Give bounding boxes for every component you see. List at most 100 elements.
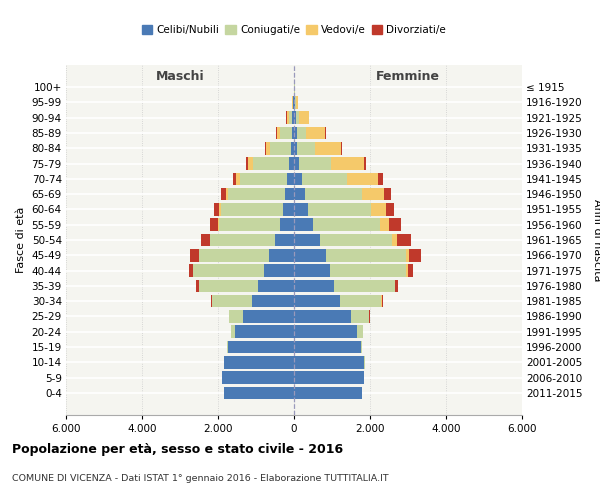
Bar xyxy=(263,264,294,277)
Bar xyxy=(232,326,235,338)
Bar xyxy=(382,295,383,308)
Bar xyxy=(214,203,220,215)
Bar xyxy=(239,172,287,185)
Bar xyxy=(294,172,302,185)
Bar xyxy=(294,264,330,277)
Bar xyxy=(280,127,292,140)
Bar xyxy=(294,340,361,353)
Bar xyxy=(219,218,280,231)
Bar xyxy=(294,372,364,384)
Text: COMUNE DI VICENZA - Dati ISTAT 1° gennaio 2016 - Elaborazione TUTTITALIA.IT: COMUNE DI VICENZA - Dati ISTAT 1° gennai… xyxy=(12,474,389,483)
Bar xyxy=(189,264,193,277)
Bar xyxy=(302,172,347,185)
Bar xyxy=(314,142,341,154)
Bar xyxy=(199,280,258,292)
Bar xyxy=(294,127,296,140)
Bar xyxy=(326,249,406,262)
Bar xyxy=(294,112,296,124)
Bar xyxy=(397,234,411,246)
Bar xyxy=(392,234,397,246)
Bar xyxy=(294,326,356,338)
Bar xyxy=(280,218,294,231)
Bar xyxy=(242,310,294,322)
Bar xyxy=(196,280,199,292)
Bar xyxy=(361,340,362,353)
Bar xyxy=(291,142,294,154)
Bar xyxy=(236,172,239,185)
Bar xyxy=(199,249,269,262)
Bar xyxy=(218,218,219,231)
Bar xyxy=(409,249,421,262)
Bar xyxy=(228,188,285,200)
Bar xyxy=(292,127,294,140)
Bar xyxy=(275,234,294,246)
Bar xyxy=(211,295,212,308)
Bar xyxy=(289,112,292,124)
Bar xyxy=(227,340,294,353)
Bar xyxy=(341,142,342,154)
Bar xyxy=(296,96,298,108)
Bar xyxy=(221,188,226,200)
Bar xyxy=(252,295,294,308)
Bar xyxy=(294,249,326,262)
Bar xyxy=(296,127,306,140)
Bar xyxy=(200,234,210,246)
Bar xyxy=(248,158,253,170)
Bar xyxy=(294,295,340,308)
Bar xyxy=(287,112,289,124)
Bar xyxy=(193,264,263,277)
Bar xyxy=(233,172,236,185)
Bar xyxy=(364,158,366,170)
Bar xyxy=(296,112,299,124)
Bar xyxy=(380,218,389,231)
Bar xyxy=(235,326,294,338)
Bar xyxy=(331,158,364,170)
Text: Popolazione per età, sesso e stato civile - 2016: Popolazione per età, sesso e stato civil… xyxy=(12,442,343,456)
Bar xyxy=(407,264,413,277)
Bar xyxy=(212,295,252,308)
Bar xyxy=(305,188,362,200)
Legend: Celibi/Nubili, Coniugati/e, Vedovi/e, Divorziati/e: Celibi/Nubili, Coniugati/e, Vedovi/e, Di… xyxy=(137,21,451,40)
Bar xyxy=(221,203,283,215)
Bar xyxy=(295,96,296,108)
Bar xyxy=(266,142,270,154)
Bar xyxy=(306,127,325,140)
Bar xyxy=(294,188,305,200)
Bar xyxy=(246,158,248,170)
Bar xyxy=(299,112,309,124)
Bar xyxy=(222,372,294,384)
Bar xyxy=(356,326,363,338)
Bar xyxy=(406,249,409,262)
Bar xyxy=(406,264,407,277)
Bar xyxy=(285,188,294,200)
Bar xyxy=(325,127,326,140)
Bar xyxy=(220,203,221,215)
Bar xyxy=(210,218,218,231)
Bar xyxy=(340,295,382,308)
Bar xyxy=(224,356,294,368)
Bar xyxy=(269,249,294,262)
Bar xyxy=(258,280,294,292)
Bar xyxy=(226,188,228,200)
Bar xyxy=(190,249,199,262)
Bar xyxy=(298,142,314,154)
Text: Maschi: Maschi xyxy=(155,70,205,82)
Bar xyxy=(313,218,380,231)
Bar xyxy=(294,142,298,154)
Bar xyxy=(224,386,294,399)
Bar xyxy=(379,172,383,185)
Bar xyxy=(294,234,320,246)
Bar xyxy=(371,203,386,215)
Bar xyxy=(253,158,289,170)
Bar xyxy=(330,264,406,277)
Bar xyxy=(265,142,266,154)
Bar xyxy=(294,158,299,170)
Bar xyxy=(385,188,391,200)
Bar xyxy=(289,158,294,170)
Y-axis label: Anni di nascita: Anni di nascita xyxy=(592,198,600,281)
Bar xyxy=(320,234,392,246)
Bar xyxy=(386,203,394,215)
Bar xyxy=(294,96,295,108)
Bar xyxy=(277,127,280,140)
Bar xyxy=(294,280,334,292)
